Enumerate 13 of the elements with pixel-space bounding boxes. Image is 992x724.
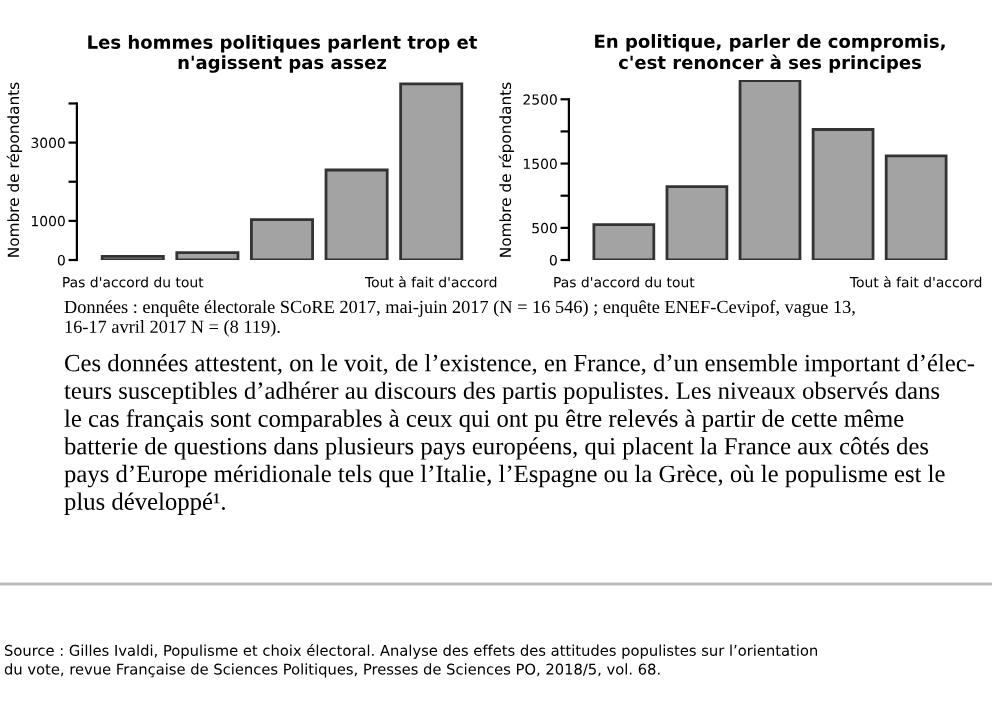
bar: [250, 218, 314, 260]
text: Ces données attestent, on le voit, de l’existence, en France, d’un ensemble important d’élec- teurs susceptibles d’adhérer au discours des partis populistes. Les niveaux observés dans le cas français sont comparables à ceux qui ont pu être relevés à partir de cette même batterie de questions dans plusieurs pays européens, qui placent la France aux côtés des pays d’Europe méridionale tels que l’Italie, l’Espagne ou la Grèce, où le populisme est le plus développé¹.: [64, 354, 975, 515]
bar: [324, 168, 389, 260]
chart-title: Les hommes politiques parlent trop et n'agissent pas assez: [88, 34, 477, 73]
bar: [592, 223, 656, 260]
bar: [738, 80, 802, 260]
chart-title: En politique, parler de compromis, c'est renoncer à ses principes: [595, 34, 945, 73]
bar: [175, 251, 240, 260]
bar: [884, 154, 948, 260]
bar: [665, 185, 729, 260]
bar: [399, 82, 464, 260]
text: Données : enquête électorale SCoRE 2017, mai-juin 2017 (N = 16 546) ; enquête ENEF-Cevipof, vague 13, 16-17 avril 2017 N = (8 119).: [64, 300, 855, 337]
bar: [811, 128, 875, 260]
